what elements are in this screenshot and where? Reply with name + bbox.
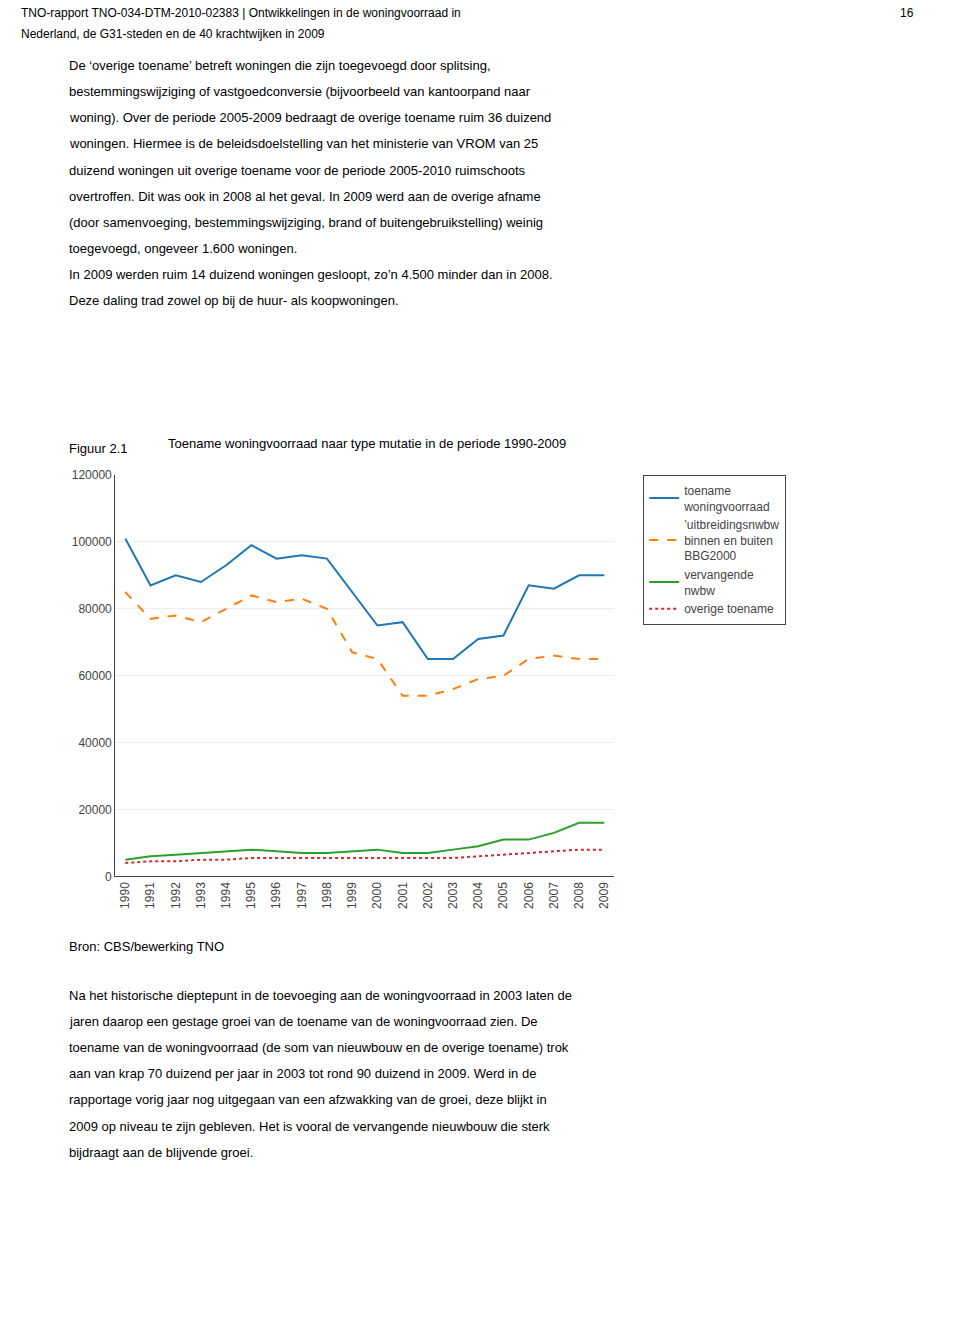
svg-text:TNO-rapport TNO-034-DTM-2010-0: TNO-rapport TNO-034-DTM-2010-02383 | Ont… [21,6,461,20]
svg-text:1991: 1991 [143,882,157,909]
svg-text:0: 0 [105,870,112,884]
svg-text:toenamewoningvoorraad: toenamewoningvoorraad [683,484,769,514]
svg-text:1999: 1999 [345,882,359,909]
svg-text:1998: 1998 [320,882,334,909]
svg-text:80000: 80000 [78,602,112,616]
svg-text:bijdraagt aan de blijvende gro: bijdraagt aan de blijvende groei. [69,1145,253,1160]
svg-text:120000: 120000 [72,468,112,482]
svg-text:2006: 2006 [522,882,536,909]
svg-text:vervangendenwbw: vervangendenwbw [684,568,754,598]
svg-text:1992: 1992 [169,882,183,909]
svg-text:2007: 2007 [547,882,561,909]
svg-text:In 2009 werden ruim 14 duizend: In 2009 werden ruim 14 duizend woningen … [69,267,553,282]
svg-text:16: 16 [900,6,914,20]
svg-text:Bron: CBS/bewerking TNO: Bron: CBS/bewerking TNO [69,939,224,954]
svg-text:toegevoegd, ongeveer 1.600 won: toegevoegd, ongeveer 1.600 woningen. [69,241,297,256]
svg-text:1994: 1994 [219,882,233,909]
svg-text:Nederland, de G31-steden en de: Nederland, de G31-steden en de 40 kracht… [21,27,325,41]
svg-text:toename van de woningvoorraad: toename van de woningvoorraad (de som va… [69,1040,569,1055]
svg-text:1993: 1993 [194,882,208,909]
svg-text:jaren daarop een gestage groei: jaren daarop een gestage groei van de to… [69,1014,538,1029]
svg-text:2000: 2000 [370,882,384,909]
svg-text:woningen. Hiermee is de beleid: woningen. Hiermee is de beleidsdoelstell… [69,136,538,151]
svg-text:Na het historische dieptepunt: Na het historische dieptepunt in de toev… [69,988,572,1003]
svg-text:De ‘overige toename’ betreft w: De ‘overige toename’ betreft woningen di… [69,58,491,73]
svg-text:aan van krap 70 duizend per ja: aan van krap 70 duizend per jaar in 2003… [69,1066,536,1081]
svg-text:2009 op niveau te zijn gebleve: 2009 op niveau te zijn gebleven. Het is … [69,1119,550,1134]
svg-text:1995: 1995 [244,882,258,909]
svg-text:100000: 100000 [72,535,112,549]
svg-text:woning). Over de periode 2005-: woning). Over de periode 2005-2009 bedra… [69,110,551,125]
svg-text:(door samenvoeging, bestemming: (door samenvoeging, bestemmingswijziging… [69,215,543,230]
svg-text:rapportage vorig jaar nog uitg: rapportage vorig jaar nog uitgegaan van … [69,1092,547,1107]
svg-text:overtroffen. Dit was ook in 20: overtroffen. Dit was ook in 2008 al het … [69,189,541,204]
svg-text:2005: 2005 [496,882,510,909]
svg-text:2001: 2001 [396,882,410,909]
svg-text:20000: 20000 [78,803,112,817]
svg-text:60000: 60000 [78,669,112,683]
svg-text:1996: 1996 [269,882,283,909]
svg-text:overige toename: overige toename [684,602,774,616]
svg-text:bestemmingswijziging of vastgo: bestemmingswijziging of vastgoedconversi… [69,84,531,99]
svg-text:Figuur 2.1: Figuur 2.1 [69,441,128,456]
svg-text:Deze daling trad zowel op bij: Deze daling trad zowel op bij de huur- a… [69,293,399,308]
svg-text:1997: 1997 [295,882,309,909]
svg-text:40000: 40000 [78,736,112,750]
svg-text:’uitbreidingsnwbwbinnen en bui: ’uitbreidingsnwbwbinnen en buitenBBG2000 [684,518,779,563]
svg-text:2002: 2002 [421,882,435,909]
svg-text:Toename woningvoorraad naar ty: Toename woningvoorraad naar type mutatie… [168,436,566,451]
svg-text:duizend woningen uit overige t: duizend woningen uit overige toename voo… [69,163,526,178]
svg-text:2003: 2003 [446,882,460,909]
svg-text:2004: 2004 [471,882,485,909]
svg-text:1990: 1990 [118,882,132,909]
svg-text:2008: 2008 [572,882,586,909]
svg-text:2009: 2009 [597,882,611,909]
